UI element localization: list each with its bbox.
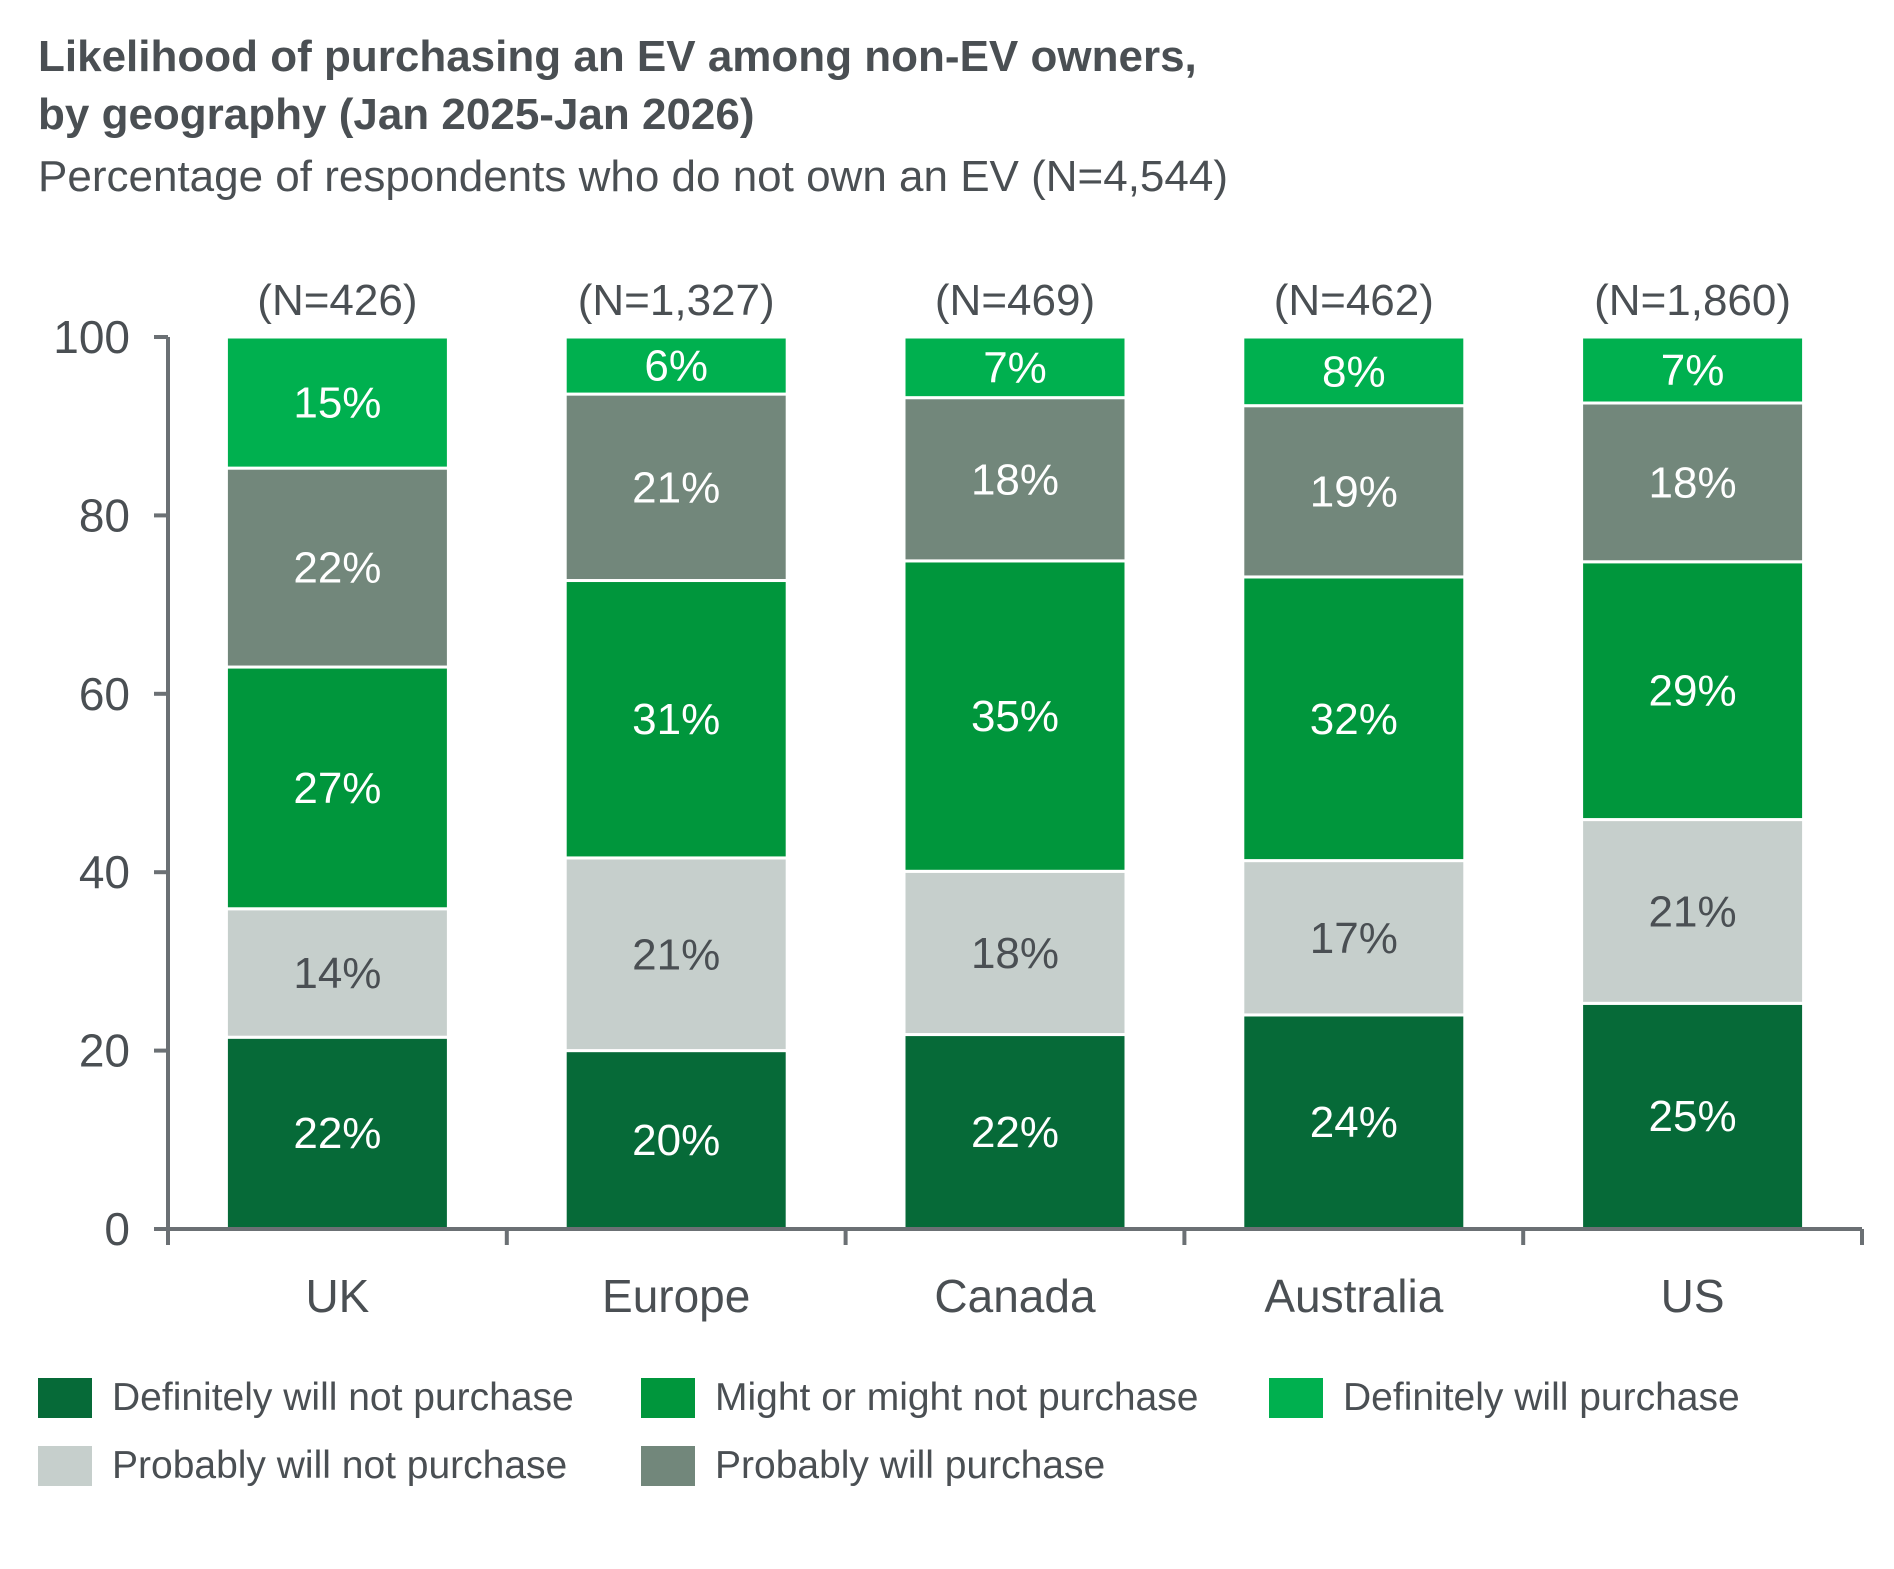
category-n-label: (N=469) [935,276,1095,325]
data-label: 15% [293,379,381,428]
bar-segment [902,335,1128,400]
legend-label: Probably will not purchase [112,1444,568,1487]
data-label: 25% [1649,1092,1737,1141]
y-tick-label: 100 [53,311,130,363]
data-label: 27% [293,764,381,813]
data-label: 7% [983,343,1047,392]
bar-segment [224,1035,450,1231]
bar-segment [902,559,1128,873]
data-label: 21% [1649,887,1737,936]
bar-segment [1580,401,1806,564]
legend-label: Probably will purchase [715,1444,1106,1487]
data-label: 20% [632,1116,720,1165]
y-tick-label: 20 [79,1025,130,1077]
y-tick-label: 40 [79,846,130,898]
x-tick-label: Australia [1264,1270,1443,1322]
category-n-label: (N=426) [257,276,417,325]
bar-segment [1580,818,1806,1005]
legend-swatch [641,1446,695,1486]
data-label: 32% [1310,695,1398,744]
bar-segment [1241,575,1467,863]
bar-segment [563,335,789,396]
data-label: 8% [1322,347,1386,396]
data-label: 17% [1310,914,1398,963]
data-label: 7% [1661,346,1725,395]
chart-legend: Definitely will not purchase Might or mig… [38,1376,1838,1526]
legend-item: Definitely will not purchase [38,1376,574,1420]
bar-segment [1241,1013,1467,1231]
legend-item: Definitely will purchase [1269,1376,1740,1420]
bar-segment [1241,335,1467,408]
data-label: 18% [1649,458,1737,507]
data-label: 21% [632,463,720,512]
legend-label: Definitely will not purchase [112,1376,574,1419]
category-n-label: (N=1,860) [1594,276,1791,325]
data-label: 24% [1310,1098,1398,1147]
chart-subtitle: Percentage of respondents who do not own… [38,152,1228,201]
bar-segment [563,579,789,860]
bar-segment [1580,335,1806,405]
y-tick-label: 60 [79,668,130,720]
bar-segment [224,665,450,911]
stacked-bar-chart: 22% 14% 27% 22% 15% (N=426) UK 20% 21% 31% 21% 6% (N… [53,276,1864,1322]
data-label: 21% [632,930,720,979]
bar-segment [224,466,450,669]
bar-segment [1580,1001,1806,1231]
chart-title-line-2: by geography (Jan 2025-Jan 2026) [38,90,755,139]
bar-segment [563,392,789,583]
data-label: 22% [293,544,381,593]
data-label: 22% [971,1108,1059,1157]
bar-segment [563,1049,789,1231]
chart-title: Likelihood of purchasing an EV among non… [38,28,1197,144]
legend-swatch [641,1378,695,1418]
category-n-label: (N=1,327) [578,276,775,325]
legend-item: Might or might not purchase [641,1376,1198,1420]
legend-swatch [1269,1378,1323,1418]
legend-label: Might or might not purchase [715,1376,1199,1419]
y-tick-label: 80 [79,489,130,541]
data-label: 14% [293,949,381,998]
bar-segment [1241,404,1467,579]
legend-label: Definitely will purchase [1343,1376,1740,1419]
legend-swatch [38,1446,92,1486]
legend-item: Probably will not purchase [38,1444,567,1488]
x-tick-label: Europe [602,1270,750,1322]
data-label: 22% [293,1109,381,1158]
bar-segment [224,907,450,1039]
bar-segment [224,335,450,470]
data-label: 35% [971,692,1059,741]
data-label: 6% [644,342,708,391]
data-label: 31% [632,695,720,744]
legend-item: Probably will purchase [641,1444,1105,1488]
bar-segment [1241,859,1467,1017]
chart-title-line-1: Likelihood of purchasing an EV among non… [38,32,1197,81]
x-tick-label: US [1661,1270,1725,1322]
x-tick-label: Canada [934,1270,1096,1322]
data-label: 18% [971,455,1059,504]
x-tick-label: UK [305,1270,369,1322]
bar-segment [902,869,1128,1037]
y-tick-label: 0 [104,1203,130,1255]
data-label: 19% [1310,467,1398,516]
bar-segment [1580,560,1806,822]
category-n-label: (N=462) [1274,276,1434,325]
data-label: 29% [1649,667,1737,716]
bar-segment [902,396,1128,563]
data-label: 18% [971,929,1059,978]
legend-swatch [38,1378,92,1418]
